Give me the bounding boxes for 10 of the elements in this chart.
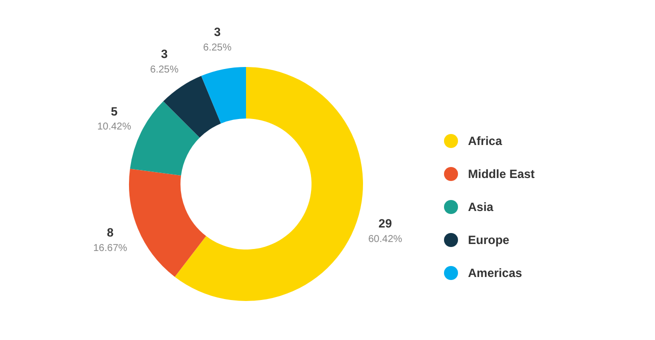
legend-label: Africa [468,134,502,148]
data-label: 5 10.42% [97,104,132,133]
data-label: 3 6.25% [203,25,232,54]
data-label: 3 6.25% [150,47,179,76]
data-label: 8 16.67% [93,226,128,254]
legend-label: Middle East [468,166,535,180]
data-label: 29 60.42% [368,216,402,245]
legend-label: Americas [468,266,522,280]
legend-label: Asia [468,200,494,214]
legend-label: Europe [468,232,510,246]
